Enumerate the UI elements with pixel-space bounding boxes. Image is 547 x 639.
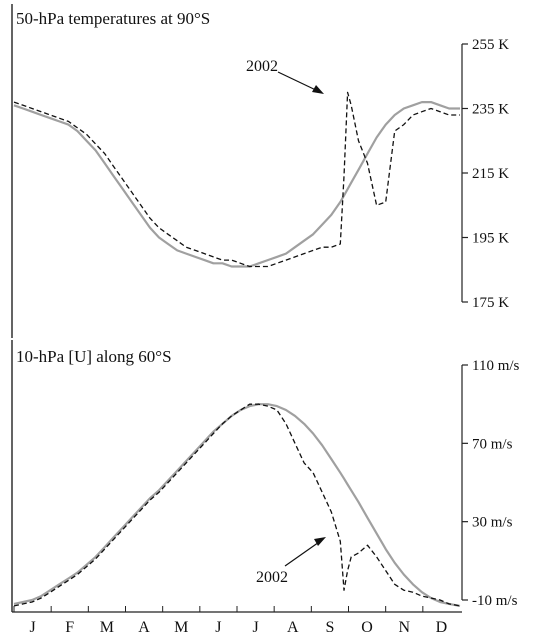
panel-2-y-ticks: 110 m/s 70 m/s 30 m/s -10 m/s <box>462 358 520 609</box>
panel-1-annotation: 2002 <box>246 58 324 94</box>
panel-2-plot <box>13 403 461 607</box>
panel-1-series-black-line <box>13 91 460 268</box>
panel-2-arrowhead <box>314 537 326 546</box>
panel-2-annotation: 2002 <box>256 537 326 586</box>
panel-1-plot <box>13 91 460 268</box>
panel-1-y-tick-label: 255 K <box>472 37 509 53</box>
x-tick-label-month: J <box>252 619 258 636</box>
x-tick-label-month: D <box>436 619 448 636</box>
panel-2-y-tick-label: -10 m/s <box>472 593 518 609</box>
panel-1-y-tick-label: 215 K <box>472 166 509 182</box>
panel-1-annotation-label: 2002 <box>246 58 278 75</box>
panel-2-annotation-arrow <box>284 539 323 567</box>
x-tick-label-month: N <box>398 619 410 636</box>
x-tick-label-month: A <box>287 619 299 636</box>
x-tick-label-month: M <box>174 619 188 636</box>
panel-2-annotation-label: 2002 <box>256 569 288 586</box>
panel-2-y-tick-label: 70 m/s <box>472 436 513 452</box>
panel-1-y-tick-label: 235 K <box>472 102 509 118</box>
panel-2-title: 10-hPa [U] along 60°S <box>16 347 172 366</box>
x-tick-label-month: S <box>325 619 334 636</box>
x-tick-label-month: M <box>100 619 114 636</box>
x-tick-label-month: F <box>65 619 74 636</box>
panel-1-series-gray-line <box>13 100 460 268</box>
x-tick-label-month: J <box>29 619 35 636</box>
panel-2-y-tick-label: 30 m/s <box>472 515 513 531</box>
x-tick-label-month: O <box>361 619 373 636</box>
panel-1-y-ticks: 255 K 235 K 215 K 195 K 175 K <box>462 37 509 311</box>
panel-1-y-tick-label: 195 K <box>472 231 509 247</box>
panel-1-title: 50-hPa temperatures at 90°S <box>16 9 210 28</box>
panel-2-y-tick-label: 110 m/s <box>472 358 520 374</box>
panel-1-y-tick-label: 175 K <box>472 295 509 311</box>
panel-2-series-black-line <box>13 403 461 607</box>
panel-1-annotation-arrow <box>277 71 321 93</box>
panel-1-arrowhead <box>312 85 324 94</box>
panel-2-series-gray-line <box>13 403 461 607</box>
x-tick-label-month: J <box>215 619 221 636</box>
x-tick-label-month: A <box>138 619 150 636</box>
